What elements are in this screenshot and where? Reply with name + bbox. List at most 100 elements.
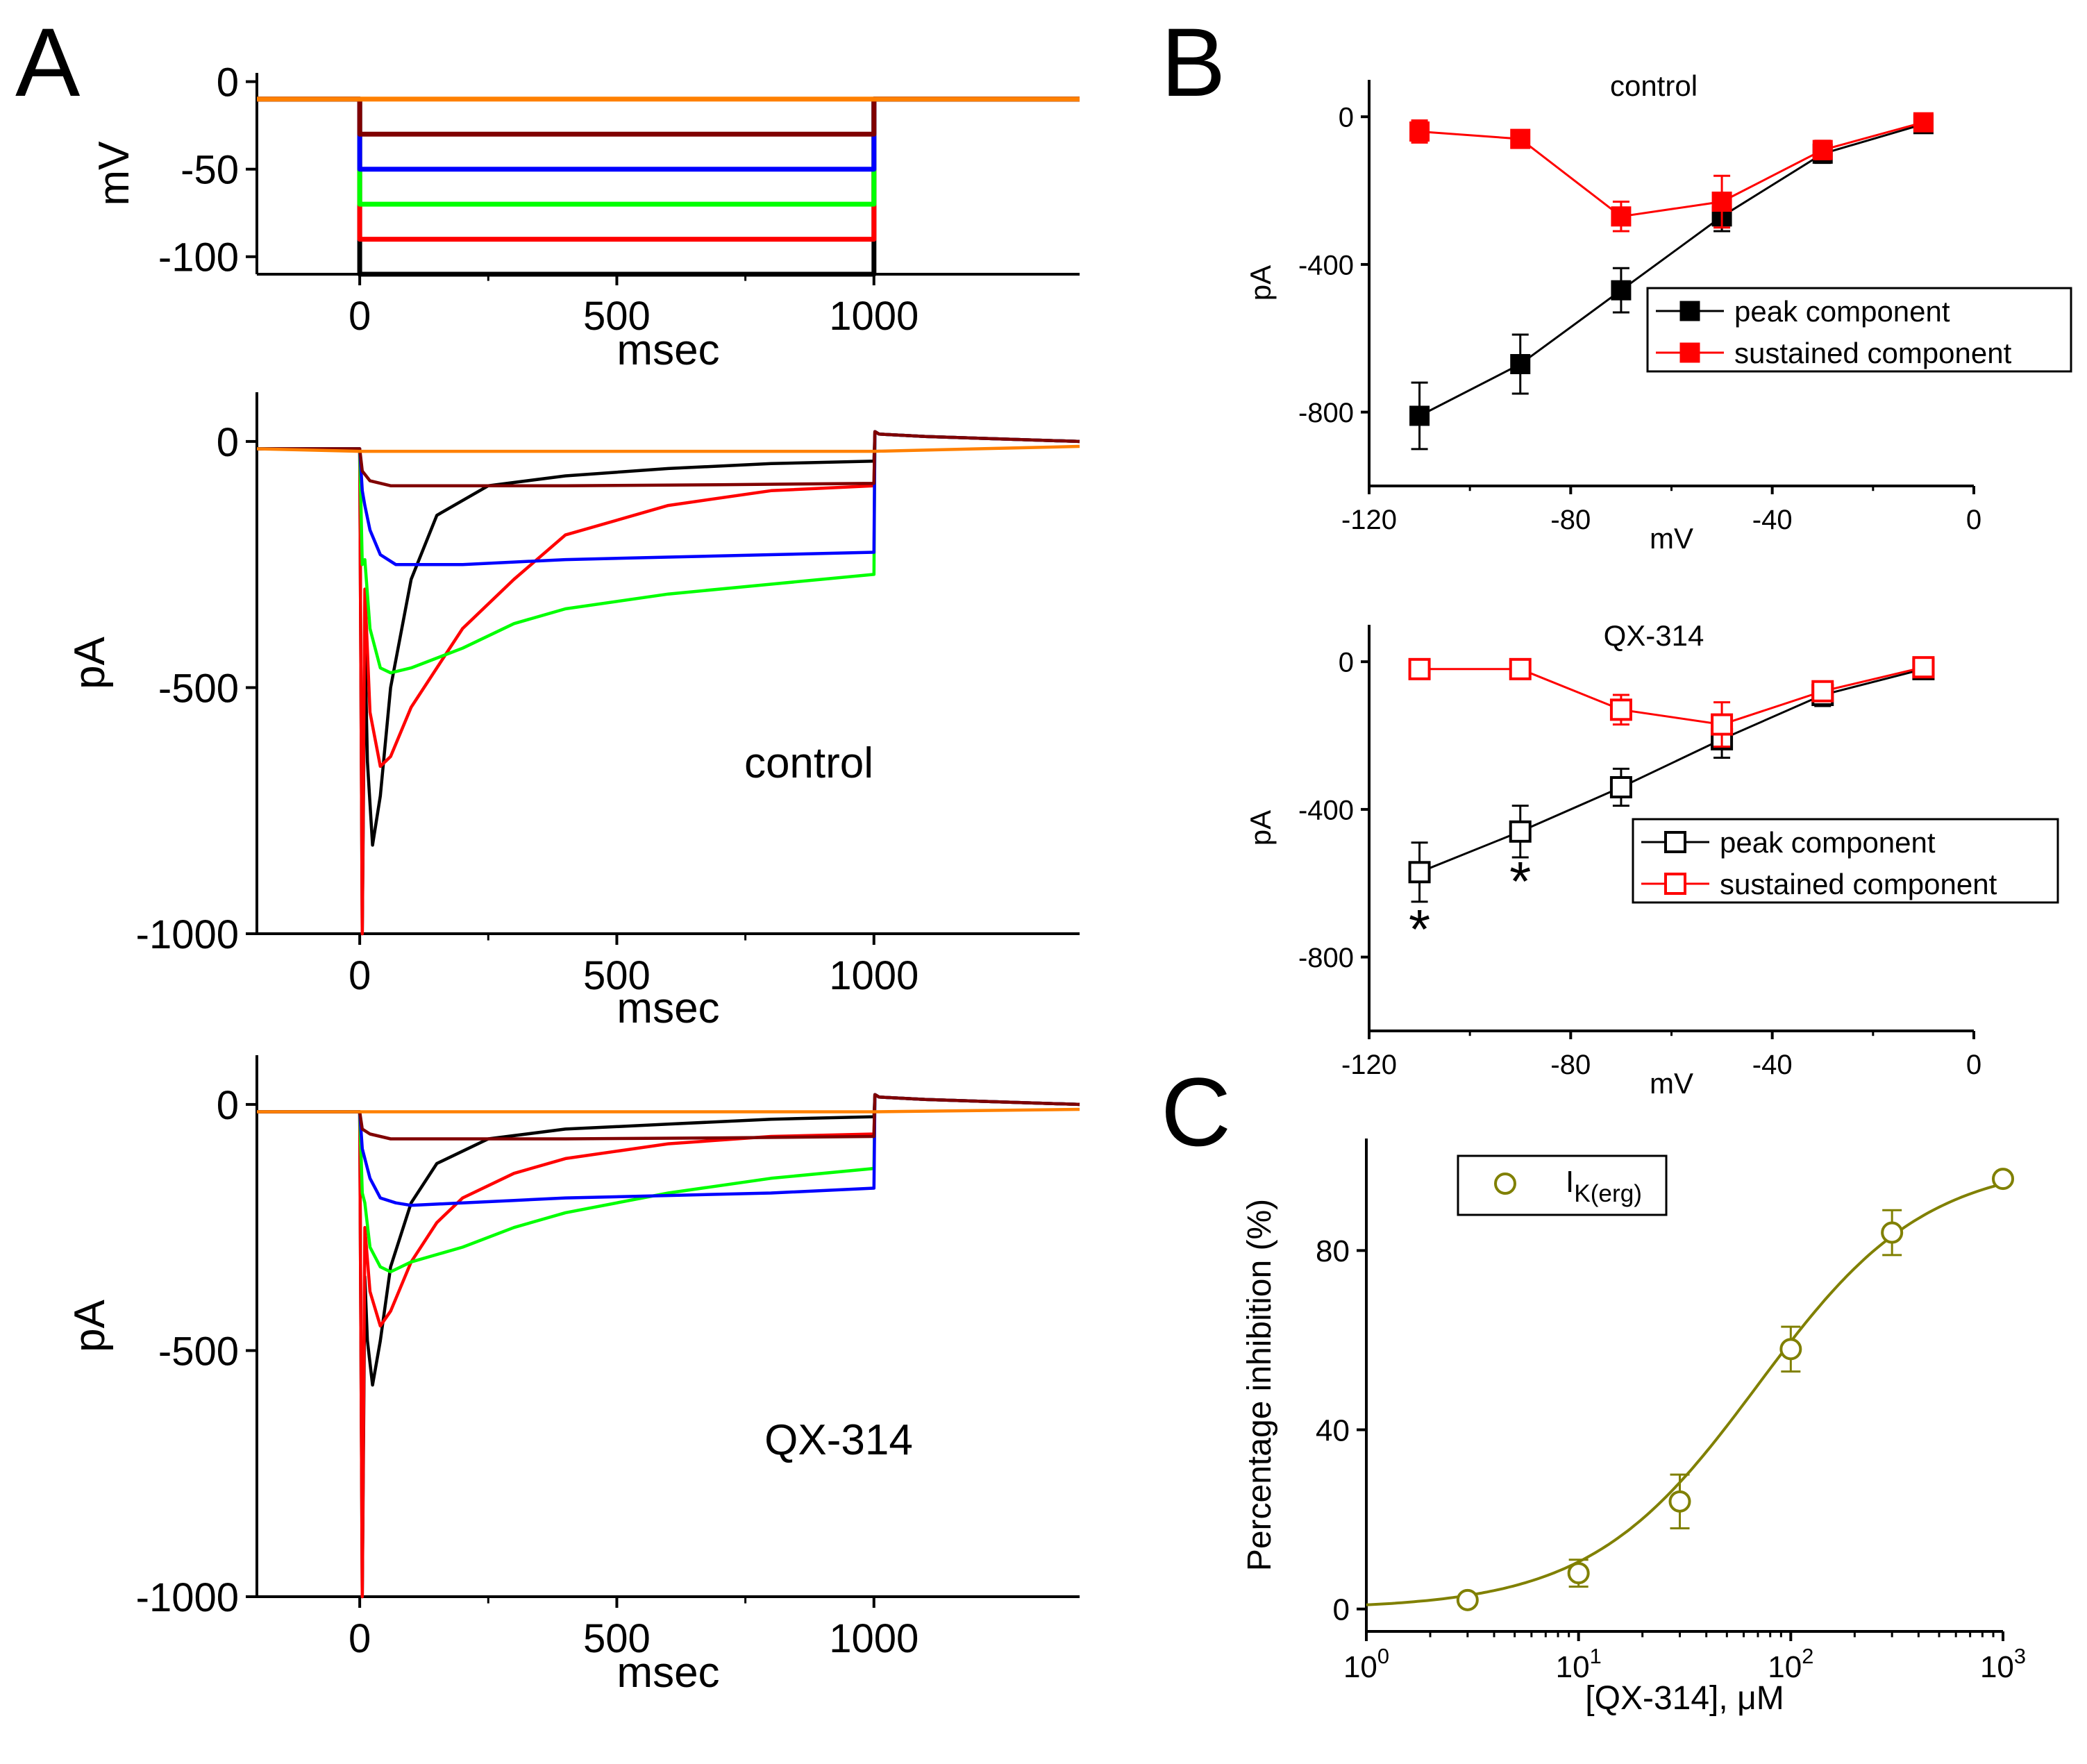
y-axis-label: mV [90,141,138,206]
x-tick-label: 100 [1343,1644,1389,1684]
panel-label-b: B [1161,8,1225,117]
y-axis-label: pA [66,636,114,689]
y-tick-label: -100 [158,235,239,280]
data-point [1408,657,1431,680]
chart-voltage-protocol: 0 500 1000 0 -50 -100 msec mV [90,60,1080,374]
trace-annotation: control [744,739,873,787]
y-tick-label: 0 [1339,648,1354,678]
y-tick-label: 0 [217,60,239,105]
data-point [1992,1168,2014,1191]
y-tick-label: 0 [217,420,239,465]
trace-neg30mV [257,430,1080,487]
trace-neg90mV [257,430,1080,936]
trace-neg30mV [257,96,1080,137]
y-axis-label: pA [1244,265,1277,301]
x-tick-label: -80 [1550,1050,1591,1080]
y-tick-label: -50 [181,148,239,193]
trace-neg10mV [256,444,1080,453]
fit-curve [1366,1182,2004,1606]
significance-star: * [1409,898,1430,960]
data-point [1668,1490,1691,1513]
legend-box [1457,1154,1668,1216]
chart-title: QX-314 [1604,619,1704,652]
y-tick-label: -800 [1298,943,1354,973]
x-tick-label: -80 [1550,505,1591,535]
data-point [1812,140,1833,160]
trace-annotation: QX-314 [764,1416,913,1464]
legend-marker [1494,1173,1516,1195]
x-tick-label: 103 [1980,1644,2026,1684]
trace-neg70mV [257,1093,1080,1274]
x-tick-label: 0 [349,1616,371,1661]
legend-label: sustained component [1720,868,1997,900]
y-tick-label: 0 [217,1083,239,1128]
data-point [1509,820,1532,843]
data-point [1456,1588,1479,1611]
legend-label: peak component [1734,295,1950,328]
data-point [1913,112,1934,133]
legend-label: sustained component [1734,337,2012,369]
trace-neg10mV [257,1107,1080,1114]
y-tick-label: -500 [158,666,239,711]
series-line [1419,668,1924,873]
series-line [1418,123,1924,417]
trace-neg30mV [257,1093,1080,1141]
legend-box [1646,287,2072,373]
y-tick-label: 0 [1339,103,1354,133]
data-point [1509,657,1532,680]
y-tick-label: -400 [1298,795,1354,825]
data-point [1609,776,1632,798]
y-tick-label: 0 [1333,1593,1350,1627]
y-tick-label: -400 [1298,250,1354,280]
x-tick-label: 102 [1768,1644,1813,1684]
chart-title: control [1610,69,1698,102]
data-point [1408,861,1431,884]
y-tick-label: -500 [158,1329,239,1374]
trace-neg110mV [257,1093,1080,1599]
series-line [1419,121,1924,218]
data-point [1811,680,1834,703]
legend-label: peak component [1720,826,1936,859]
data-point [1912,656,1935,679]
x-tick-label: 0 [349,294,371,339]
x-tick-label: 1000 [829,1616,919,1661]
x-axis-label: msec [617,984,719,1032]
data-point [1711,713,1734,736]
x-axis-label: mV [1650,522,1693,555]
x-axis-label: msec [617,326,719,374]
data-point [1609,698,1632,721]
x-tick-label: 1000 [829,294,919,339]
y-tick-label: -1000 [136,912,239,957]
y-tick-label: 80 [1316,1234,1350,1268]
x-tick-label: 101 [1556,1644,1602,1684]
data-point [1567,1562,1590,1585]
data-point [1779,1338,1802,1361]
legend-marker [1679,301,1700,321]
panel-label-a: A [15,8,81,117]
data-point [1881,1221,1904,1244]
chart-control-traces: 0 500 1000 0 -500 -1000 msec pA control [66,392,1080,1032]
x-tick-label: 0 [1966,1050,1981,1080]
legend-marker [1679,342,1700,363]
panel-label-c: C [1161,1057,1231,1166]
trace-neg70mV [257,96,1080,207]
x-tick-label: 0 [1966,505,1981,535]
legend-label: IK(erg) [1566,1165,1642,1207]
y-tick-label: 40 [1316,1413,1350,1447]
data-point [1711,192,1732,212]
chart-dose-response: 100 101 102 103 0 40 80 [QX-314], μM Percentage … [1241,1139,2026,1717]
y-axis-label: pA [1244,810,1277,846]
x-tick-label: 500 [583,953,651,998]
significance-star: * [1509,850,1531,912]
data-point [1510,128,1531,149]
x-tick-label: -120 [1341,505,1397,535]
data-point [1409,405,1430,426]
x-axis-label: mV [1650,1067,1693,1100]
series-line [1419,666,1924,726]
y-axis-label: pA [66,1299,114,1352]
x-tick-label: 0 [349,953,371,998]
data-point [1409,121,1430,142]
x-axis-label: msec [617,1649,719,1697]
